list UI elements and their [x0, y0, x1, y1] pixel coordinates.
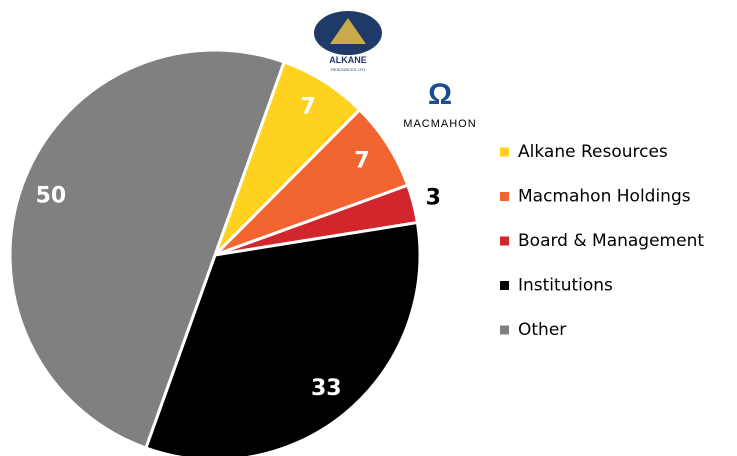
- alkane-logo: ALKANE RESOURCES LTD: [314, 11, 382, 72]
- logo-omega: Ω: [428, 78, 452, 111]
- logo-shape: [330, 18, 366, 44]
- logo-subtext: RESOURCES LTD: [331, 67, 365, 72]
- legend-swatch: [500, 325, 509, 335]
- legend-swatch: [500, 192, 509, 201]
- data-label: 7: [300, 95, 315, 120]
- legend-label: Macmahon Holdings: [518, 187, 691, 207]
- legend-swatch: [500, 281, 509, 290]
- data-label: 3: [426, 186, 441, 211]
- logo-text: ALKANE: [329, 55, 367, 65]
- legend-label: Alkane Resources: [518, 142, 668, 162]
- legend-label: Board & Management: [518, 231, 704, 251]
- legend-swatch: [500, 236, 509, 246]
- data-label: 7: [354, 148, 369, 173]
- legend-label: Institutions: [518, 276, 613, 296]
- legend-swatch: [500, 147, 509, 157]
- legend-label: Other: [518, 320, 566, 340]
- logo-text: MACMAHON: [403, 118, 476, 130]
- data-label: 33: [311, 376, 342, 401]
- macmahon-logo: Ω MACMAHON: [403, 78, 476, 130]
- data-label: 50: [36, 183, 67, 208]
- pie-slice: [8, 48, 287, 450]
- pie-slice: [143, 220, 422, 456]
